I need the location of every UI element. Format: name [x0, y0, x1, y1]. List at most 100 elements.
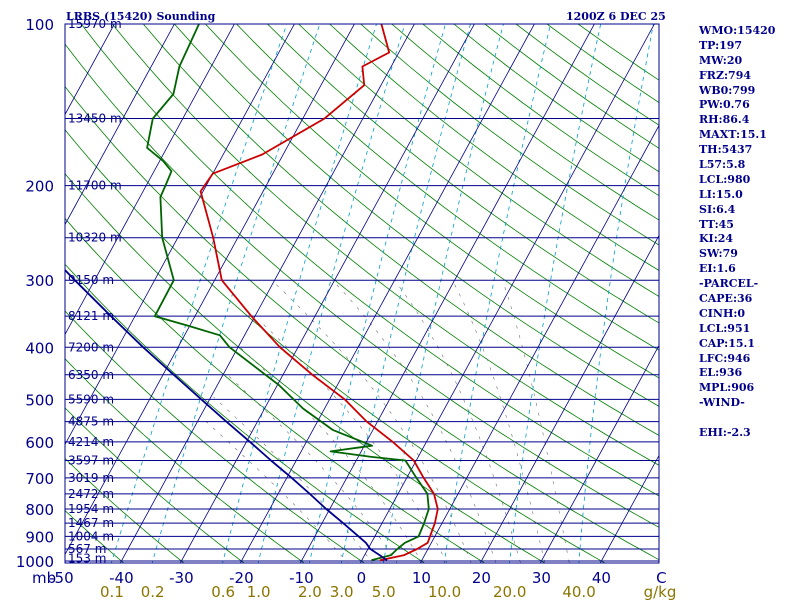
dry-adiabat — [65, 510, 125, 563]
parcel-curve — [65, 268, 388, 562]
sounding-index: -PARCEL- — [699, 277, 759, 291]
mixing-ratio-line — [110, 24, 288, 563]
sounding-index: EI:1.6 — [699, 262, 736, 276]
moist-adiabat — [452, 280, 546, 563]
dry-adiabat — [65, 85, 659, 561]
sounding-index: RH:86.4 — [699, 113, 750, 127]
mixing-ratio-line — [257, 24, 406, 563]
height-label: 7200 m — [68, 340, 114, 354]
temperature-tick-label: -30 — [169, 569, 194, 587]
isotherm — [65, 24, 355, 556]
height-label: 9150 m — [68, 273, 114, 287]
isotherm — [599, 454, 659, 563]
dry-adiabat — [65, 407, 245, 563]
mixing-ratio-label: 0.2 — [141, 583, 165, 600]
height-label: 567 m — [68, 542, 106, 556]
pressure-tick-label: 100 — [25, 16, 54, 34]
dry-adiabat — [267, 24, 659, 324]
isotherm — [359, 24, 655, 563]
height-label: 4875 m — [68, 415, 114, 429]
sounding-index: -WIND- — [699, 396, 745, 410]
sounding-index: MAXT:15.1 — [699, 128, 767, 142]
temperature-tick-label: 20 — [472, 569, 491, 587]
height-label: 6350 m — [68, 368, 114, 382]
mixing-ratio-label: 0.1 — [100, 583, 124, 600]
dry-adiabat — [142, 24, 659, 436]
sounding-index: TH:5437 — [699, 143, 753, 157]
dry-adiabat — [329, 24, 659, 271]
moist-adiabat — [258, 319, 447, 563]
temperature-tick-label: -40 — [109, 569, 134, 587]
sounding-index: KI:24 — [699, 232, 734, 246]
sounding-curves — [65, 24, 439, 562]
sounding-index: WMO:15420 — [699, 24, 776, 37]
dry-adiabat — [65, 43, 659, 528]
mixing-ratio-label: 20.0 — [493, 583, 526, 600]
sounding-index: CAP:15.1 — [699, 336, 756, 350]
moist-adiabat — [502, 280, 570, 563]
dry-adiabat — [65, 217, 486, 563]
pressure-tick-label: 600 — [25, 434, 54, 452]
mixing-ratio-label: 0.6 — [211, 583, 235, 600]
dewpoint-curve — [146, 24, 430, 562]
mixing-ratio-label: 40.0 — [562, 583, 595, 600]
temperature-tick-label: -50 — [49, 569, 74, 587]
sounding-index: LCL:951 — [699, 321, 751, 335]
dry-adiabat — [298, 24, 659, 297]
observation-time: 1200Z 6 DEC 25 — [566, 10, 666, 23]
height-label: 15970 m — [68, 17, 122, 31]
sounding-index: TT:45 — [699, 217, 734, 231]
height-label: 1004 m — [68, 529, 114, 543]
mixing-ratio-line — [340, 24, 471, 563]
temperature-tick-label: 40 — [592, 569, 611, 587]
height-label: 11700 m — [68, 179, 122, 193]
sounding-index: CAPE:36 — [699, 292, 753, 306]
dry-adiabat — [65, 358, 305, 563]
sounding-index: L57:5.8 — [699, 158, 746, 172]
isotherm — [65, 24, 115, 116]
isotherm — [479, 234, 659, 563]
sounding-index: LFC:946 — [699, 351, 751, 365]
isotherm — [299, 24, 595, 563]
dry-adiabat — [205, 24, 659, 379]
isotherm — [0, 12, 61, 572]
dry-adiabat — [0, 24, 13, 572]
height-label: 1954 m — [68, 502, 114, 516]
height-label: 8121 m — [68, 309, 114, 323]
sounding-index: WB0:799 — [699, 83, 756, 97]
mixing-ratio-label: 2.0 — [298, 583, 322, 600]
sounding-index: SW:79 — [699, 247, 738, 261]
pressure-tick-label: 400 — [25, 339, 54, 357]
sounding-index: TP:197 — [699, 38, 743, 52]
height-label: 1467 m — [68, 516, 114, 530]
height-label: 5590 m — [68, 392, 114, 406]
isotherm — [119, 24, 415, 563]
height-label: 3597 m — [68, 454, 114, 468]
dry-adiabat — [65, 173, 546, 563]
sounding-index: MW:20 — [699, 53, 743, 67]
sounding-index: MPL:906 — [699, 381, 755, 395]
isotherm — [65, 24, 175, 226]
sounding-index: LI:15.0 — [699, 187, 743, 201]
sounding-index: CINH:0 — [699, 306, 746, 320]
dry-adiabat — [80, 24, 659, 497]
isotherm — [539, 344, 659, 563]
moist-adiabat — [275, 283, 472, 563]
mixing-ratio-label: 1.0 — [247, 583, 271, 600]
height-label: 13450 m — [68, 112, 122, 126]
mixing-ratio-label: 5.0 — [372, 583, 396, 600]
temperature-tick-label: -20 — [229, 569, 254, 587]
temperature-tick-label: 30 — [532, 569, 551, 587]
pressure-tick-label: 800 — [25, 501, 54, 519]
mixing-ratio-label: 10.0 — [428, 583, 461, 600]
moist-adiabat — [213, 396, 373, 563]
height-label: 10320 m — [68, 231, 122, 245]
grid-lines — [0, 12, 659, 572]
mixing-ratio-label: 3.0 — [330, 583, 354, 600]
isotherm — [65, 24, 295, 446]
sounding-index: LCL:980 — [699, 172, 751, 186]
temperature-tick-label: -10 — [289, 569, 314, 587]
temperature-curve — [199, 24, 439, 562]
dry-adiabat — [65, 457, 185, 563]
